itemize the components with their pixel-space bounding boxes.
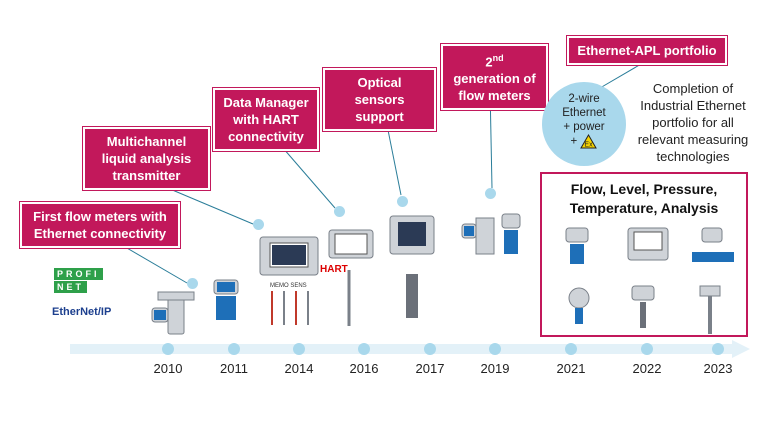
flowmeter-gen2-device xyxy=(461,213,521,255)
apl-bubble: 2-wire Ethernet + power + Ex xyxy=(542,82,626,166)
portfolio-display-device xyxy=(627,227,669,261)
profinet-bottom: NET xyxy=(54,281,87,293)
year-label: 2023 xyxy=(703,361,733,376)
timeline-dot-2014 xyxy=(293,343,305,355)
milestone-dot xyxy=(253,219,264,230)
year-label: 2019 xyxy=(480,361,510,376)
callout-2014: Data Manager with HART connectivity xyxy=(213,88,319,151)
completion-text: Completion of Industrial Ethernet portfo… xyxy=(637,81,749,164)
timeline-dot-2017 xyxy=(424,343,436,355)
year-label: 2011 xyxy=(220,361,248,376)
year-label: 2014 xyxy=(284,361,314,376)
hart-manager-device xyxy=(328,229,374,326)
milestone-dot xyxy=(485,188,496,199)
year-label: 2022 xyxy=(632,361,662,376)
year-label: 2016 xyxy=(349,361,379,376)
data-manager-device: MEMO SENS xyxy=(259,236,319,325)
portfolio-flow-device xyxy=(565,227,589,264)
milestone-dot xyxy=(334,206,345,217)
profinet-logo: PROFI NET xyxy=(54,268,103,293)
optical-sensor-device xyxy=(389,215,435,318)
ex-warning-icon: Ex xyxy=(580,133,598,149)
ex-symbol: Ex xyxy=(585,142,594,149)
ethernetip-logo: EtherNet/IP xyxy=(52,306,112,318)
callout-2011: Multichannel liquid analysis transmitter xyxy=(83,127,210,190)
hart-logo: HART xyxy=(320,264,348,275)
timeline-dot-2010 xyxy=(162,343,174,355)
timeline-dot-2011 xyxy=(228,343,240,355)
callout-2021: Ethernet-APL portfolio xyxy=(567,36,727,65)
portfolio-box-title: Flow, Level, Pressure, Temperature, Anal… xyxy=(569,181,719,216)
milestone-dot xyxy=(397,196,408,207)
callout-2019-sup: nd xyxy=(492,53,504,63)
callout-2019: 2nd generation of flow meters xyxy=(441,44,548,111)
apl-line1: 2-wire xyxy=(568,93,600,105)
milestone-dot xyxy=(187,278,198,289)
year-label: 2017 xyxy=(415,361,445,376)
year-label: 2010 xyxy=(153,361,183,376)
flowmeter-2010-device xyxy=(151,291,195,335)
callout-2019-num: 2 xyxy=(485,54,493,70)
profinet-top: PROFI xyxy=(54,268,103,280)
memosens-logo: MEMO SENS xyxy=(270,283,307,289)
timeline-dot-2022 xyxy=(641,343,653,355)
timeline-dot-2016 xyxy=(358,343,370,355)
portfolio-pressure-device xyxy=(692,227,734,262)
timeline-dot-2023 xyxy=(712,343,724,355)
year-label: 2021 xyxy=(556,361,586,376)
callout-2016: Optical sensors support xyxy=(323,68,436,131)
flowmeter-2011-device xyxy=(213,279,239,320)
apl-line4: + xyxy=(570,135,578,148)
portfolio-level-device xyxy=(631,285,655,328)
portfolio-analysis-device xyxy=(699,285,721,334)
callout-2019-rest: generation of flow meters xyxy=(453,71,536,104)
apl-line2: Ethernet xyxy=(562,107,606,119)
timeline-dot-2019 xyxy=(489,343,501,355)
callout-2010: First flow meters with Ethernet connecti… xyxy=(20,202,180,248)
timeline-dot-2021 xyxy=(565,343,577,355)
timeline-arrow xyxy=(70,340,750,358)
portfolio-temp-device xyxy=(568,287,590,324)
apl-line3: + power xyxy=(563,121,605,133)
